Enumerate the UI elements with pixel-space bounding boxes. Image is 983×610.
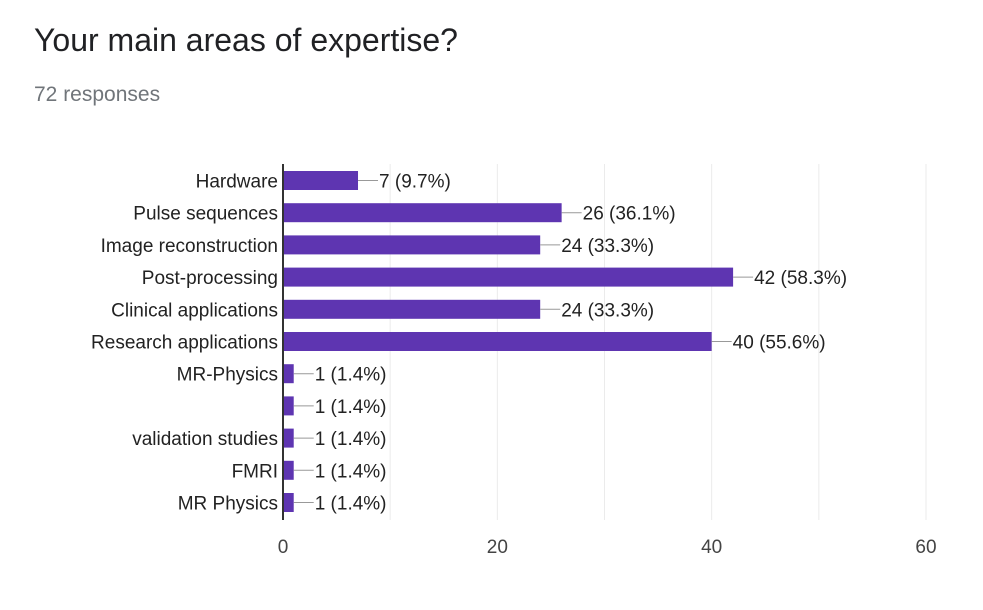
bar: [283, 332, 712, 351]
bar: [283, 203, 562, 223]
category-label: Image reconstruction: [101, 236, 278, 257]
response-count: 72 responses: [34, 83, 161, 106]
data-label: 26 (36.1%): [583, 204, 676, 225]
data-label: 1 (1.4%): [315, 365, 387, 386]
data-label: 1 (1.4%): [315, 494, 387, 515]
chart-title: Your main areas of expertise?: [34, 22, 458, 58]
bar: [283, 460, 294, 480]
category-label: FMRI: [232, 461, 278, 482]
data-label: 7 (9.7%): [379, 172, 451, 193]
category-label: Pulse sequences: [133, 204, 278, 225]
bar: [283, 396, 294, 416]
data-label: 24 (33.3%): [561, 300, 654, 321]
data-label: 1 (1.4%): [315, 429, 387, 450]
bar: [283, 428, 294, 448]
category-label: Hardware: [196, 172, 278, 193]
data-label: 24 (33.3%): [561, 236, 654, 257]
data-label: 1 (1.4%): [315, 397, 387, 418]
x-tick-label: 40: [701, 537, 722, 558]
category-label: Post-processing: [142, 268, 278, 289]
data-label: 42 (58.3%): [754, 268, 847, 289]
bar: [283, 267, 734, 287]
category-label: Clinical applications: [111, 300, 278, 321]
category-label: Research applications: [91, 333, 278, 354]
bar: [283, 299, 541, 319]
data-label: 1 (1.4%): [315, 461, 387, 482]
x-tick-label: 20: [487, 537, 508, 558]
category-label: MR-Physics: [177, 365, 278, 386]
bar: [283, 364, 294, 384]
category-label: MR Physics: [178, 494, 278, 515]
bar: [283, 493, 294, 512]
bar: [283, 171, 359, 190]
x-tick-label: 60: [915, 537, 936, 558]
x-tick-label: 0: [278, 537, 289, 558]
data-label: 40 (55.6%): [733, 333, 826, 354]
bar: [283, 235, 541, 255]
category-label: validation studies: [132, 429, 278, 450]
